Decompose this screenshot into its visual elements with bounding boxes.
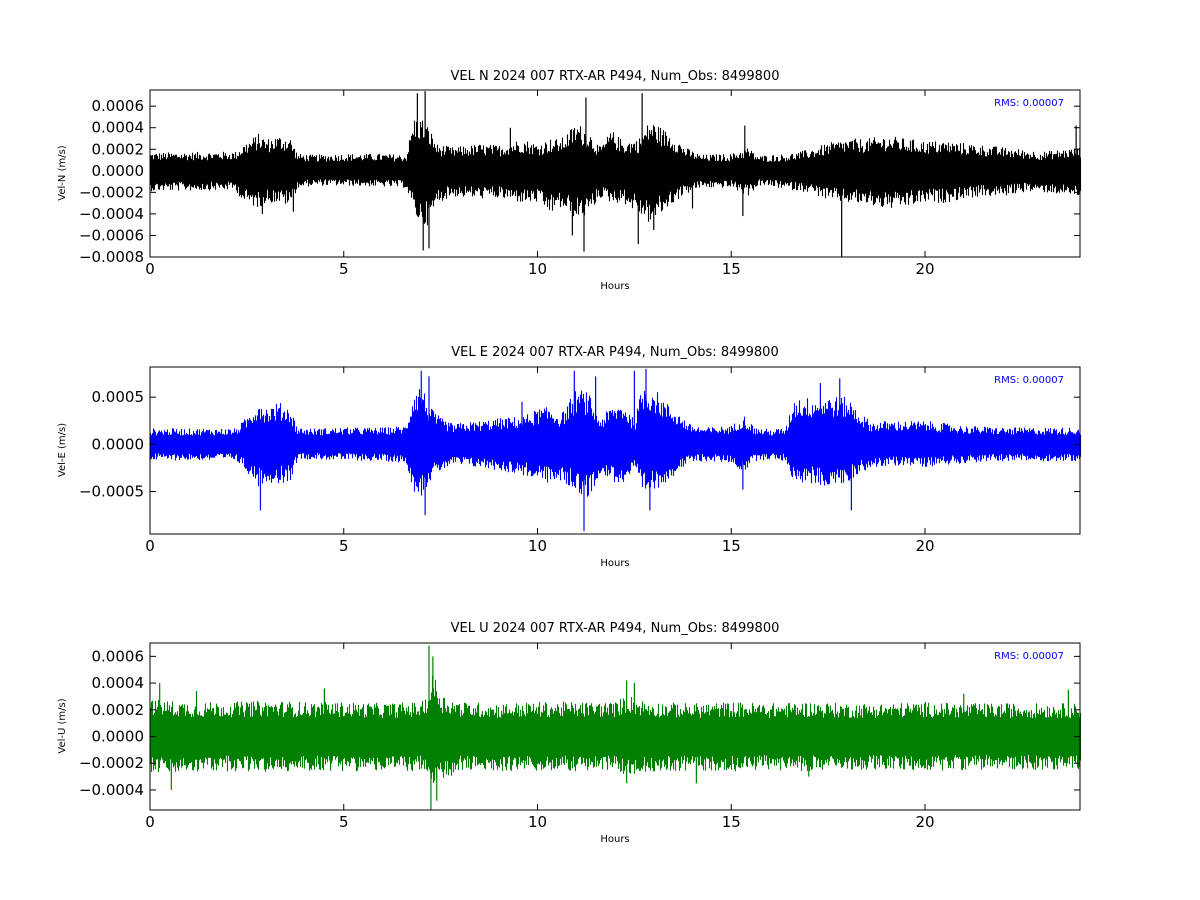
rms-annotation: RMS: 0.00007	[994, 98, 1064, 109]
y-tick-label: −0.0004	[79, 205, 144, 223]
x-axis-label: Hours	[600, 281, 629, 292]
plot-frame	[149, 642, 1081, 811]
y-tick-label: −0.0006	[79, 226, 144, 244]
y-tick-label: −0.0005	[79, 483, 144, 501]
x-tick-label: 15	[722, 813, 741, 831]
x-tick-label: 10	[528, 813, 547, 831]
y-tick-label: 0.0004	[92, 674, 145, 692]
y-tick-label: 0.0000	[92, 728, 145, 746]
x-axis: 0 5 10 15 20	[145, 90, 935, 278]
x-tick-label: 15	[722, 260, 741, 278]
rms-annotation: RMS: 0.00007	[994, 651, 1064, 662]
y-tick-label: 0.0000	[92, 162, 145, 180]
y-axis: −0.0005 0.0000 0.0005	[79, 388, 1080, 501]
x-tick-label: 10	[528, 260, 547, 278]
x-tick-label: 5	[339, 260, 349, 278]
y-tick-label: −0.0002	[79, 183, 144, 201]
y-tick-label: −0.0008	[79, 248, 144, 266]
x-tick-label: 20	[915, 537, 934, 555]
y-axis: −0.0008 −0.0006 −0.0004 −0.0002 0.0000 0.0002…	[79, 97, 1080, 266]
x-axis-label: Hours	[600, 834, 629, 845]
plot-frame	[149, 89, 1081, 258]
chart-panel-north: VEL N 2024 007 RTX-AR P494, Num_Obs: 849…	[57, 69, 1082, 292]
y-axis-label: Vel-E (m/s)	[57, 423, 68, 477]
y-axis-label: Vel-N (m/s)	[57, 145, 68, 200]
x-tick-label: 15	[722, 537, 741, 555]
y-axis-label: Vel-U (m/s)	[57, 698, 68, 753]
chart-title: VEL U 2024 007 RTX-AR P494, Num_Obs: 849…	[451, 621, 780, 636]
y-tick-label: 0.0006	[92, 647, 145, 665]
y-tick-label: 0.0000	[92, 435, 145, 453]
x-axis: 0 5 10 15 20	[145, 643, 935, 831]
x-tick-label: 0	[145, 813, 155, 831]
y-tick-label: 0.0004	[92, 119, 145, 137]
x-tick-label: 5	[339, 813, 349, 831]
x-tick-label: 0	[145, 537, 155, 555]
x-axis: 0 5 10 15 20	[145, 367, 935, 555]
x-axis-label: Hours	[600, 558, 629, 569]
x-tick-label: 10	[528, 537, 547, 555]
chart-title: VEL E 2024 007 RTX-AR P494, Num_Obs: 849…	[451, 345, 778, 360]
y-axis: −0.0004 −0.0002 0.0000 0.0002 0.0004 0.0006	[79, 647, 1080, 799]
series-area	[149, 368, 1082, 532]
y-tick-label: 0.0006	[92, 97, 145, 115]
chart-panel-up: VEL U 2024 007 RTX-AR P494, Num_Obs: 849…	[57, 621, 1082, 845]
x-tick-label: 20	[915, 260, 934, 278]
chart-title: VEL N 2024 007 RTX-AR P494, Num_Obs: 849…	[451, 69, 780, 84]
y-tick-label: −0.0002	[79, 754, 144, 772]
y-tick-label: 0.0002	[92, 701, 145, 719]
y-tick-label: 0.0005	[92, 388, 145, 406]
x-tick-label: 20	[915, 813, 934, 831]
series-area	[149, 91, 1082, 257]
chart-panel-east: VEL E 2024 007 RTX-AR P494, Num_Obs: 849…	[57, 345, 1082, 569]
plot-frame	[149, 366, 1081, 535]
rms-annotation: RMS: 0.00007	[994, 375, 1064, 386]
x-tick-label: 5	[339, 537, 349, 555]
y-tick-label: 0.0002	[92, 140, 145, 158]
x-tick-label: 0	[145, 260, 155, 278]
y-tick-label: −0.0004	[79, 781, 144, 799]
